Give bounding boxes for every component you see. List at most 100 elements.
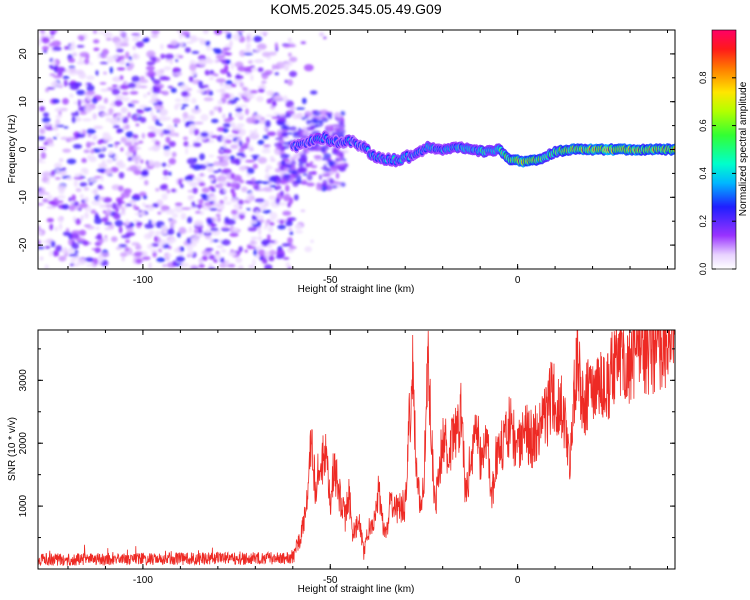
- noise-blob: [251, 67, 258, 72]
- noise-blob: [190, 59, 195, 65]
- noise-blob: [135, 258, 143, 264]
- noise-blob: [289, 126, 297, 131]
- noise-blob: [66, 136, 76, 142]
- noise-blob: [208, 76, 215, 81]
- noise-blob: [196, 204, 204, 208]
- noise-blob: [80, 215, 84, 222]
- noise-blob: [218, 168, 222, 173]
- noise-blob: [125, 51, 130, 59]
- noise-blob: [194, 227, 198, 235]
- noise-blob: [180, 106, 186, 110]
- noise-blob: [323, 168, 332, 172]
- noise-blob: [255, 38, 260, 42]
- noise-blob: [45, 245, 51, 249]
- noise-blob: [223, 189, 228, 193]
- noise-blob: [82, 240, 90, 246]
- noise-blob: [302, 130, 307, 136]
- noise-blob: [283, 45, 290, 48]
- noise-blob: [232, 33, 241, 41]
- noise-blob: [69, 84, 80, 90]
- noise-blob: [151, 77, 155, 81]
- noise-blob: [227, 101, 231, 105]
- noise-blob: [80, 167, 89, 173]
- noise-blob: [62, 98, 69, 105]
- noise-blob: [150, 34, 159, 38]
- noise-blob: [159, 108, 168, 116]
- noise-blob: [114, 141, 121, 145]
- noise-blob: [77, 99, 82, 107]
- noise-blob: [127, 112, 132, 119]
- noise-blob: [119, 84, 129, 90]
- noise-blob: [274, 72, 279, 76]
- noise-blob: [182, 97, 190, 103]
- noise-blob: [301, 97, 307, 105]
- noise-blob: [38, 160, 46, 164]
- noise-blob: [288, 52, 292, 57]
- noise-blob: [276, 178, 281, 183]
- noise-blob: [198, 263, 205, 269]
- noise-blob: [230, 62, 235, 70]
- noise-blob: [281, 243, 291, 247]
- noise-blob: [140, 159, 144, 164]
- noise-blob: [122, 96, 130, 102]
- noise-blob: [279, 179, 288, 185]
- noise-blob: [311, 125, 316, 130]
- noise-blob: [76, 89, 86, 96]
- noise-blob: [71, 116, 76, 124]
- noise-blob: [263, 225, 268, 230]
- noise-blob: [49, 35, 55, 40]
- noise-blob: [219, 203, 225, 211]
- noise-blob: [225, 259, 230, 266]
- noise-blob: [198, 260, 204, 264]
- noise-blob: [68, 57, 76, 63]
- noise-blob: [111, 88, 120, 96]
- noise-blob: [262, 51, 271, 57]
- noise-blob: [182, 116, 186, 123]
- noise-blob: [215, 78, 226, 83]
- noise-blob: [208, 90, 214, 96]
- noise-blob: [93, 188, 98, 196]
- noise-blob: [289, 70, 297, 78]
- noise-blob: [258, 201, 263, 206]
- noise-blob: [156, 86, 160, 91]
- noise-blob: [147, 131, 156, 138]
- noise-blob: [118, 244, 128, 248]
- noise-blob: [261, 149, 271, 154]
- noise-blob: [224, 201, 233, 205]
- noise-blob: [74, 173, 81, 178]
- noise-blob: [190, 70, 197, 76]
- noise-blob: [242, 86, 248, 92]
- noise-blob: [215, 54, 226, 60]
- noise-blob: [102, 237, 109, 243]
- noise-blob: [60, 107, 68, 112]
- noise-blob: [104, 221, 113, 226]
- spectrogram-signal-track: [289, 130, 675, 168]
- noise-blob: [162, 169, 169, 177]
- noise-blob: [186, 237, 192, 244]
- noise-blob: [195, 105, 199, 111]
- noise-blob: [55, 245, 63, 252]
- noise-blob: [223, 118, 233, 123]
- noise-blob: [257, 228, 262, 236]
- noise-blob: [119, 43, 130, 47]
- noise-blob: [53, 136, 57, 140]
- noise-blob: [145, 65, 155, 71]
- noise-blob: [201, 187, 210, 193]
- noise-blob: [84, 257, 94, 262]
- noise-blob: [143, 107, 153, 112]
- noise-blob: [75, 218, 81, 225]
- noise-blob: [291, 113, 300, 120]
- noise-blob: [151, 30, 160, 35]
- noise-blob: [248, 60, 253, 64]
- noise-blob: [97, 196, 104, 201]
- noise-blob: [339, 167, 346, 172]
- noise-blob: [46, 218, 54, 223]
- noise-blob: [294, 223, 303, 230]
- noise-blob: [192, 187, 198, 194]
- noise-blob: [261, 80, 267, 84]
- noise-blob: [257, 139, 265, 145]
- noise-blob: [199, 39, 207, 45]
- noise-blob: [157, 101, 163, 106]
- noise-blob: [289, 231, 294, 236]
- noise-blob: [287, 237, 293, 244]
